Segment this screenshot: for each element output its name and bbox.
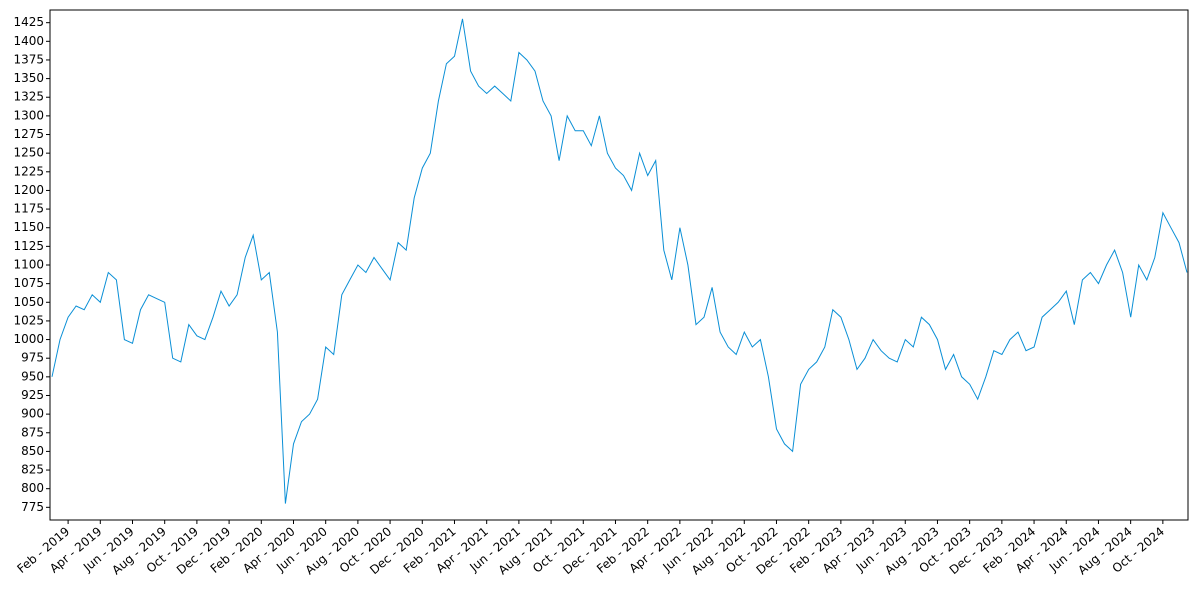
plot-frame bbox=[49, 9, 1189, 521]
series-line bbox=[51, 18, 1188, 504]
y-tick-label: 1025 bbox=[13, 313, 44, 327]
y-tick-label: 850 bbox=[21, 444, 44, 458]
y-tick-label: 1050 bbox=[13, 295, 44, 309]
y-tick-label: 975 bbox=[21, 351, 44, 365]
y-tick-label: 1000 bbox=[13, 332, 44, 346]
y-tick-label: 1300 bbox=[13, 108, 44, 122]
y-tick-label: 925 bbox=[21, 388, 44, 402]
y-tick-label: 825 bbox=[21, 463, 44, 477]
y-tick-label: 1350 bbox=[13, 71, 44, 85]
y-tick-label: 1175 bbox=[13, 202, 44, 216]
y-tick-label: 950 bbox=[21, 369, 44, 383]
y-tick-label: 1100 bbox=[13, 258, 44, 272]
y-tick-label: 1075 bbox=[13, 276, 44, 290]
y-tick-label: 1400 bbox=[13, 34, 44, 48]
y-tick-label: 1275 bbox=[13, 127, 44, 141]
y-tick-label: 800 bbox=[21, 481, 44, 495]
y-tick-label: 1325 bbox=[13, 90, 44, 104]
y-tick-label: 875 bbox=[21, 425, 44, 439]
y-tick-label: 1375 bbox=[13, 52, 44, 66]
y-tick-label: 775 bbox=[21, 500, 44, 514]
y-tick-label: 900 bbox=[21, 407, 44, 421]
y-tick-label: 1125 bbox=[13, 239, 44, 253]
y-tick-label: 1425 bbox=[13, 15, 44, 29]
y-tick-label: 1250 bbox=[13, 146, 44, 160]
y-tick-label: 1200 bbox=[13, 183, 44, 197]
y-tick-label: 1225 bbox=[13, 164, 44, 178]
y-tick-label: 1150 bbox=[13, 220, 44, 234]
